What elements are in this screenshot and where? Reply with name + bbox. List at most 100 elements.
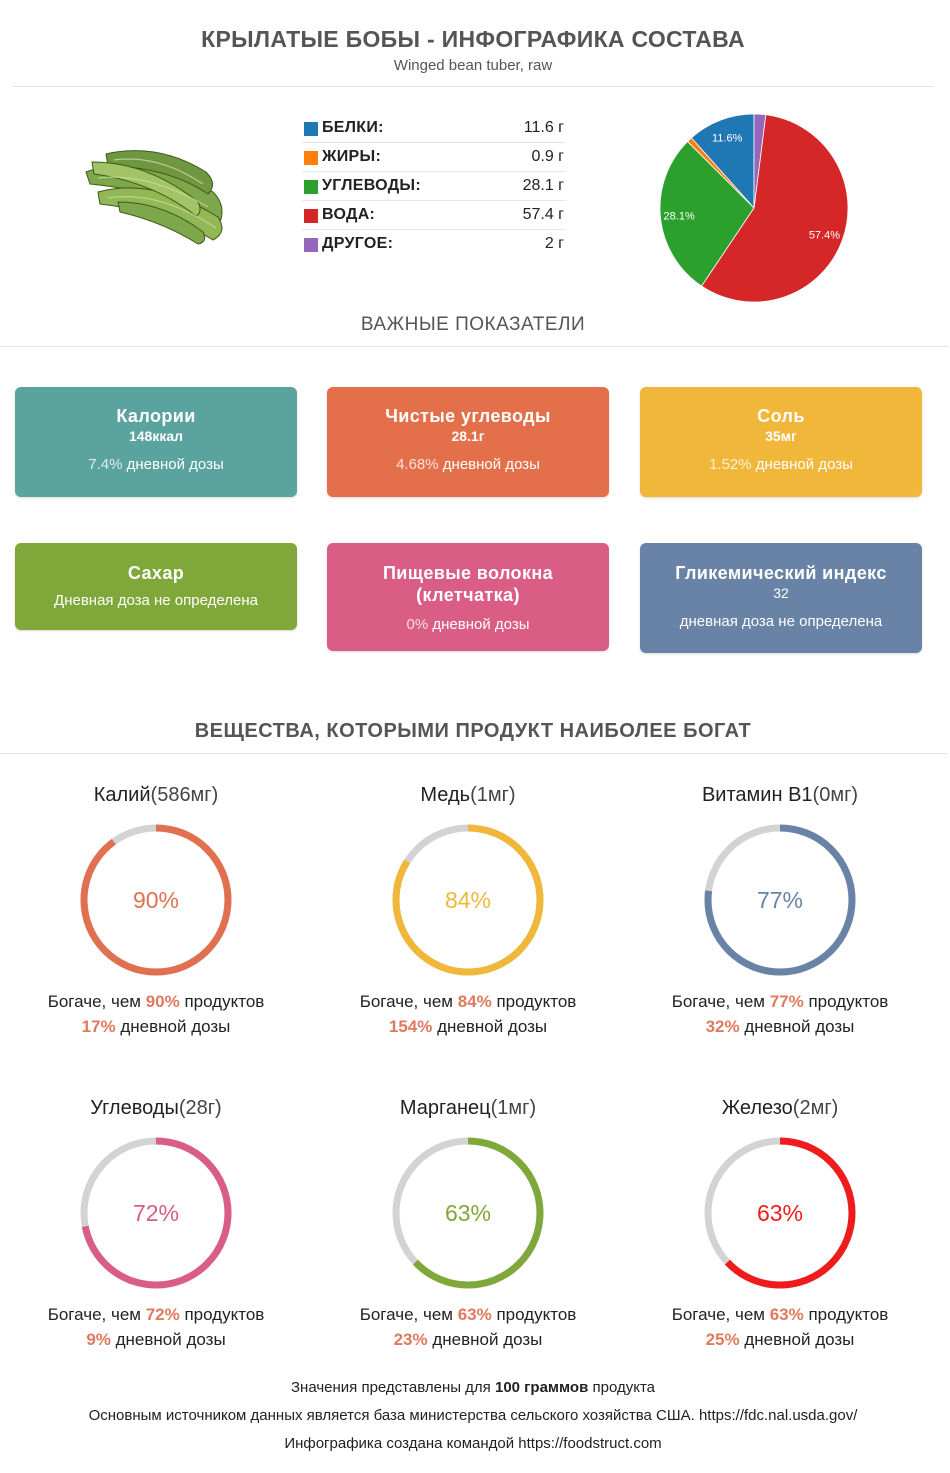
dv-text: дневной дозы bbox=[739, 1017, 855, 1036]
ring-percent-label: 63% bbox=[757, 1200, 803, 1226]
card-dv-text: дневная доза не определена bbox=[679, 613, 883, 630]
macro-row-carbs: УГЛЕВОДЫ: 28.1 г bbox=[302, 172, 566, 201]
rich-section-divider bbox=[0, 753, 948, 754]
richer-pre: Богаче, чем bbox=[359, 1305, 458, 1324]
nutrient-daily-value: 9% дневной дозы bbox=[6, 1330, 306, 1350]
nutrient-daily-value: 23% дневной дозы bbox=[318, 1330, 618, 1350]
macro-row-other: ДРУГОЕ: 2 г bbox=[302, 230, 566, 258]
pie-slice-label: 57.4% bbox=[809, 229, 840, 241]
nutrient-manganese: Марганец(1мг) 63% Богаче, чем 63% продук… bbox=[318, 1097, 618, 1350]
macro-label: БЕЛКИ: bbox=[322, 119, 384, 136]
pie-slice-label: 11.6% bbox=[712, 133, 743, 145]
pie-slice-4 bbox=[753, 113, 767, 209]
nutrient-ring: 84% bbox=[392, 824, 544, 976]
nutrient-richer-text: Богаче, чем 63% продуктов bbox=[318, 1305, 618, 1325]
ring-percent-label: 90% bbox=[133, 887, 179, 913]
pie-slice-2 bbox=[659, 140, 755, 287]
richer-post: продуктов bbox=[803, 992, 889, 1011]
pie-slice-3 bbox=[701, 114, 849, 303]
richer-pct: 63% bbox=[457, 1305, 492, 1324]
nutrient-label: Медь bbox=[420, 784, 471, 806]
nutrient-label: Железо bbox=[721, 1097, 793, 1119]
macro-row-fat: ЖИРЫ: 0.9 г bbox=[302, 143, 566, 172]
nutrient-label: Витамин B1 bbox=[701, 784, 813, 806]
page-subtitle: Winged bean tuber, raw bbox=[393, 57, 553, 74]
macro-label: УГЛЕВОДЫ: bbox=[322, 177, 422, 194]
macro-row-water: ВОДА: 57.4 г bbox=[302, 201, 566, 230]
nutrient-amount: (2мг) bbox=[792, 1097, 839, 1119]
dv-pct: 17% bbox=[81, 1017, 116, 1036]
richer-pct: 84% bbox=[457, 992, 492, 1011]
macro-value: 0.9 г bbox=[531, 148, 564, 165]
richer-pre: Богаче, чем bbox=[47, 1305, 146, 1324]
card-daily-value: Дневная доза не определена bbox=[15, 592, 297, 609]
card-dv-percent: 1.52% bbox=[709, 456, 752, 473]
macro-label: ВОДА: bbox=[322, 206, 376, 223]
macro-table: БЕЛКИ: 11.6 г ЖИРЫ: 0.9 г УГЛЕВОДЫ: 28.1… bbox=[302, 114, 566, 258]
card-dv-text: дневной дозы bbox=[438, 456, 540, 473]
dv-pct: 32% bbox=[705, 1017, 740, 1036]
macro-value: 2 г bbox=[544, 235, 564, 252]
ring-progress bbox=[392, 1137, 544, 1289]
dv-text: дневной дозы bbox=[432, 1017, 548, 1036]
nutrient-richer-text: Богаче, чем 77% продуктов bbox=[630, 992, 930, 1012]
rich-section-heading: ВЕЩЕСТВА, КОТОРЫМИ ПРОДУКТ НАИБОЛЕЕ БОГА… bbox=[194, 720, 752, 742]
card-dv-text: Дневная доза не определена bbox=[54, 592, 258, 609]
macro-swatch bbox=[304, 238, 318, 252]
richer-pct: 77% bbox=[769, 992, 804, 1011]
card-daily-value: дневная доза не определена bbox=[640, 613, 922, 630]
richer-post: продуктов bbox=[491, 992, 577, 1011]
card-value: 35мг bbox=[765, 428, 797, 444]
nutrient-daily-value: 25% дневной дозы bbox=[630, 1330, 930, 1350]
pie-slice-0 bbox=[690, 113, 755, 210]
card-title: Пищевые волокна (клетчатка) bbox=[382, 563, 554, 605]
nutrient-label: Калий bbox=[93, 784, 151, 806]
nutrient-richer-text: Богаче, чем 63% продуктов bbox=[630, 1305, 930, 1325]
card-calories: Калории 148ккал 7.4% дневной дозы bbox=[15, 387, 297, 497]
card-title: Сахар bbox=[127, 563, 185, 583]
nutrient-name: Углеводы(28г) bbox=[6, 1097, 306, 1123]
card-glycemic-index: Гликемический индекс 32 дневная доза не … bbox=[640, 543, 922, 653]
footer-source: Основным источником данных является база… bbox=[88, 1407, 858, 1424]
nutrient-label: Углеводы bbox=[90, 1097, 179, 1119]
macro-swatch bbox=[304, 151, 318, 165]
card-dv-percent: 0% bbox=[406, 616, 429, 633]
nutrient-amount: (1мг) bbox=[490, 1097, 537, 1119]
nutrient-potassium: Калий(586мг) 90% Богаче, чем 90% продукт… bbox=[6, 784, 306, 1037]
nutrient-amount: (586мг) bbox=[150, 784, 219, 806]
nutrient-ring: 77% bbox=[704, 824, 856, 976]
richer-pre: Богаче, чем bbox=[671, 992, 770, 1011]
pie-slice-label: 28.1% bbox=[664, 210, 695, 222]
card-daily-value: 4.68% дневной дозы bbox=[327, 456, 609, 473]
ring-percent-label: 72% bbox=[133, 1200, 179, 1226]
card-net-carbs: Чистые углеводы 28.1г 4.68% дневной дозы bbox=[327, 387, 609, 497]
card-daily-value: 7.4% дневной дозы bbox=[15, 456, 297, 473]
footer-credit: Инфографика создана командой https://foo… bbox=[284, 1435, 662, 1452]
nutrient-copper: Медь(1мг) 84% Богаче, чем 84% продуктов … bbox=[318, 784, 618, 1037]
macro-swatch bbox=[304, 122, 318, 136]
dv-pct: 9% bbox=[86, 1330, 111, 1349]
ring-progress bbox=[80, 1137, 232, 1289]
card-title: Чистые углеводы bbox=[385, 406, 551, 426]
nutrient-vitamin-b1: Витамин B1(0мг) 77% Богаче, чем 77% прод… bbox=[630, 784, 930, 1037]
card-sugar: Сахар Дневная доза не определена bbox=[15, 543, 297, 630]
card-value: 28.1г bbox=[451, 428, 485, 444]
nutrient-richer-text: Богаче, чем 90% продуктов bbox=[6, 992, 306, 1012]
richer-pct: 63% bbox=[769, 1305, 804, 1324]
nutrient-name: Медь(1мг) bbox=[318, 784, 618, 810]
footer-post: продукта bbox=[588, 1379, 655, 1396]
ring-percent-label: 63% bbox=[445, 1200, 491, 1226]
card-dv-percent: 4.68% bbox=[396, 456, 439, 473]
richer-pct: 90% bbox=[145, 992, 180, 1011]
card-dv-percent: 7.4% bbox=[88, 456, 123, 473]
richer-pre: Богаче, чем bbox=[671, 1305, 770, 1324]
nutrient-ring: 63% bbox=[704, 1137, 856, 1289]
card-title: Калории bbox=[116, 406, 196, 426]
card-value: 148ккал bbox=[128, 428, 184, 444]
footer-serving-note: Значения представлены для 100 граммов пр… bbox=[0, 1379, 946, 1396]
richer-post: продуктов bbox=[179, 1305, 265, 1324]
nutrient-name: Витамин B1(0мг) bbox=[630, 784, 930, 810]
card-title: Соль bbox=[757, 406, 805, 426]
ring-progress bbox=[704, 1137, 856, 1289]
nutrient-daily-value: 32% дневной дозы bbox=[630, 1017, 930, 1037]
